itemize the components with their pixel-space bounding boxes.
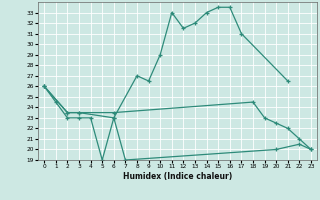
X-axis label: Humidex (Indice chaleur): Humidex (Indice chaleur) xyxy=(123,172,232,181)
